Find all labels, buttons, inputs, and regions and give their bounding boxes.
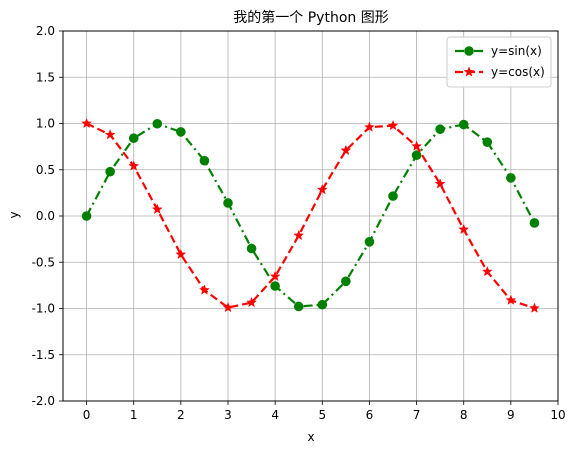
legend-label: y=sin(x): [491, 44, 542, 58]
data-point: [529, 218, 540, 228]
y-tick-label: -1.5: [32, 348, 55, 362]
data-point: [81, 117, 93, 129]
data-point: [270, 281, 280, 291]
x-tick-label: 7: [413, 408, 421, 422]
data-point: [435, 124, 445, 135]
y-tick-label: 2.0: [36, 24, 55, 38]
legend-label: y=cos(x): [491, 65, 545, 79]
data-point: [269, 270, 281, 282]
x-tick-label: 5: [318, 408, 326, 422]
x-tick-label: 0: [83, 408, 91, 422]
data-point: [482, 137, 493, 147]
x-tick-label: 9: [507, 408, 515, 422]
data-point: [246, 243, 257, 254]
x-tick-label: 1: [130, 408, 138, 422]
data-point: [387, 119, 399, 131]
data-point: [293, 229, 305, 241]
series-cos: [81, 117, 540, 313]
data-point: [434, 178, 446, 189]
data-point: [316, 184, 328, 195]
tick-layer: 0 1 2 3 4 5 6 7 8 9 10 -2.0 -1.5 -1.0 -0.5 0.0 0.5 1.0 1.5…: [32, 24, 566, 422]
x-tick-label: 8: [460, 408, 468, 422]
data-point: [340, 144, 352, 156]
chart-title: 我的第一个 Python 图形: [233, 9, 388, 26]
series-layer: [81, 117, 540, 313]
data-point: [104, 129, 116, 140]
data-point: [506, 173, 516, 183]
data-point: [198, 284, 210, 295]
data-point: [175, 248, 187, 260]
data-point: [528, 302, 540, 313]
data-point: [317, 299, 328, 310]
y-tick-label: -1.0: [32, 302, 55, 316]
data-point: [128, 160, 140, 171]
x-tick-label: 2: [177, 408, 185, 422]
data-point: [388, 191, 398, 201]
legend-swatch-marker: [464, 46, 474, 56]
data-point: [363, 121, 375, 132]
data-point: [81, 211, 92, 221]
x-tick-label: 6: [366, 408, 374, 422]
data-point: [364, 237, 375, 247]
data-point: [105, 166, 115, 177]
x-tick-label: 3: [224, 408, 232, 422]
y-tick-label: 0.5: [36, 163, 55, 177]
data-point: [411, 150, 422, 161]
legend: y=sin(x) y=cos(x): [446, 36, 552, 88]
y-tick-label: -0.5: [32, 255, 55, 269]
x-axis-label: x: [307, 430, 314, 444]
data-point: [128, 133, 139, 144]
data-point: [458, 223, 470, 235]
legend-item: y=cos(x): [455, 65, 545, 79]
y-axis-label: y: [7, 211, 21, 218]
series-line: [85, 122, 536, 308]
data-point: [481, 265, 493, 277]
data-point: [222, 301, 234, 313]
series-sin: [81, 118, 540, 312]
data-point: [176, 127, 186, 137]
data-point: [152, 118, 163, 129]
y-tick-label: -2.0: [32, 394, 55, 408]
data-point: [223, 198, 233, 208]
y-tick-label: 1.0: [36, 117, 55, 131]
y-tick-label: 0.0: [36, 209, 55, 223]
data-point: [293, 301, 304, 312]
y-tick-label: 1.5: [36, 70, 55, 84]
data-point: [246, 296, 258, 308]
data-point: [411, 140, 423, 151]
data-point: [341, 276, 351, 287]
x-tick-label: 10: [550, 408, 565, 422]
data-point: [458, 119, 469, 130]
legend-swatch-marker: [463, 66, 475, 77]
legend-item: y=sin(x): [455, 44, 542, 58]
data-point: [199, 155, 210, 166]
data-point: [151, 203, 163, 215]
x-tick-label: 4: [271, 408, 279, 422]
data-point: [505, 294, 517, 305]
series-line: [86, 122, 535, 310]
